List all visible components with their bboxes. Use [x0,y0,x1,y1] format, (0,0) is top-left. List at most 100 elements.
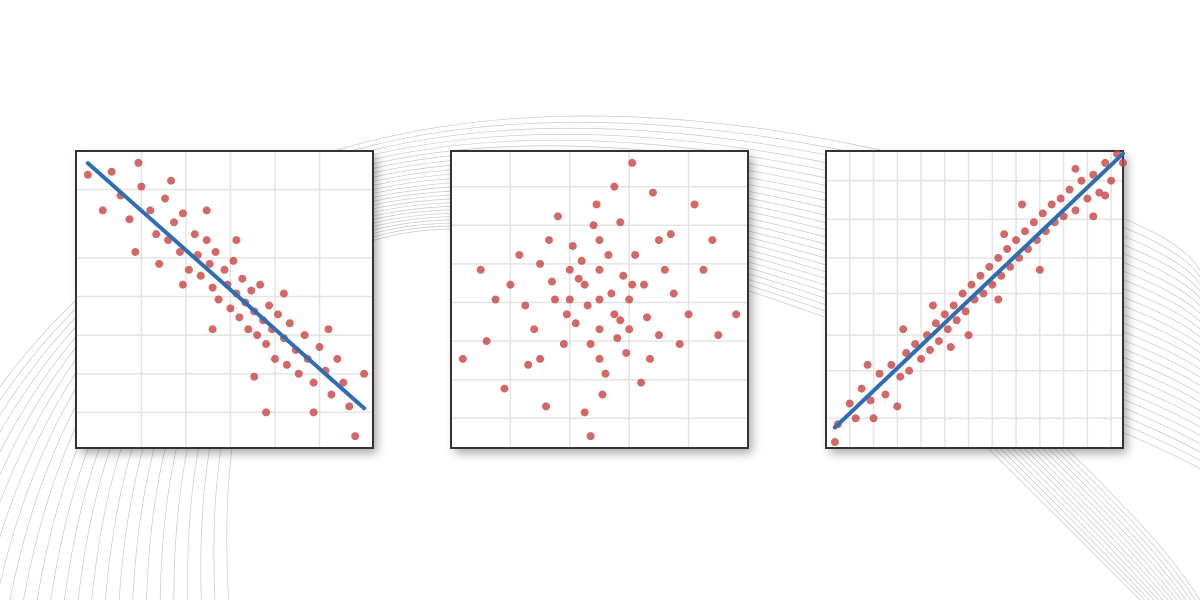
point [220,265,229,274]
point [125,215,134,224]
point [196,271,205,280]
point [628,158,637,167]
point [500,384,509,393]
point [1065,185,1074,194]
point [285,319,294,328]
point [648,188,657,197]
trend-line [85,161,367,411]
point [949,301,958,310]
point [202,206,211,215]
point [666,230,675,239]
point [684,310,693,319]
point [645,354,654,363]
point [619,271,628,280]
point [690,200,699,209]
point [214,295,223,304]
point [869,414,878,423]
point [580,280,589,289]
background-curve [1033,439,1182,600]
panels [75,149,1127,449]
point [714,331,723,340]
point [925,345,934,354]
point [235,313,244,322]
point [131,247,140,256]
point [1095,188,1104,197]
point [1035,265,1044,274]
point [1029,218,1038,227]
point [184,265,193,274]
point [521,301,530,310]
point [208,283,217,292]
point [506,280,515,289]
point [607,289,616,298]
point [616,316,625,325]
point [994,253,1003,262]
point [976,271,985,280]
background-curve [1057,439,1200,600]
point [902,348,911,357]
background-curve [1021,439,1173,600]
point [625,325,634,334]
point [270,354,279,363]
point [961,307,970,316]
point [1012,236,1021,245]
point [547,277,556,286]
panel-border [75,150,374,449]
point [875,369,884,378]
point [917,354,926,363]
scatter-panel [825,149,1127,449]
point [226,304,235,313]
point [178,209,187,218]
background-curve [0,121,1200,401]
point [643,313,652,322]
point [708,236,717,245]
point [586,340,595,349]
point [699,265,708,274]
point [979,289,988,298]
point [515,250,524,259]
point [536,354,545,363]
point [887,360,896,369]
point [134,158,143,167]
point [732,310,741,319]
point [866,396,875,405]
point [1089,170,1098,179]
point [985,262,994,271]
point [952,316,961,325]
point [931,319,940,328]
point [262,408,271,417]
background-curve [1003,439,1159,600]
point [476,265,485,274]
point [625,295,634,304]
point [170,218,179,227]
point [830,438,839,447]
point [896,372,905,381]
point [300,331,309,340]
point [1077,176,1086,185]
point [324,325,333,334]
point [845,399,854,408]
point [175,247,184,256]
background-curve [1015,439,1169,600]
point [637,378,646,387]
point [211,247,220,256]
point [851,414,860,423]
point [1056,194,1065,203]
point [1101,158,1110,167]
point [279,289,288,298]
point [360,369,369,378]
point [530,325,539,334]
point [565,265,574,274]
panel-background [76,151,373,448]
point [613,334,622,343]
point [669,289,678,298]
point [232,236,241,245]
point [967,280,976,289]
point [1020,227,1029,236]
point [345,402,354,411]
point [146,206,155,215]
point [229,256,238,265]
point [351,432,360,441]
point [595,354,604,363]
point [205,259,214,268]
